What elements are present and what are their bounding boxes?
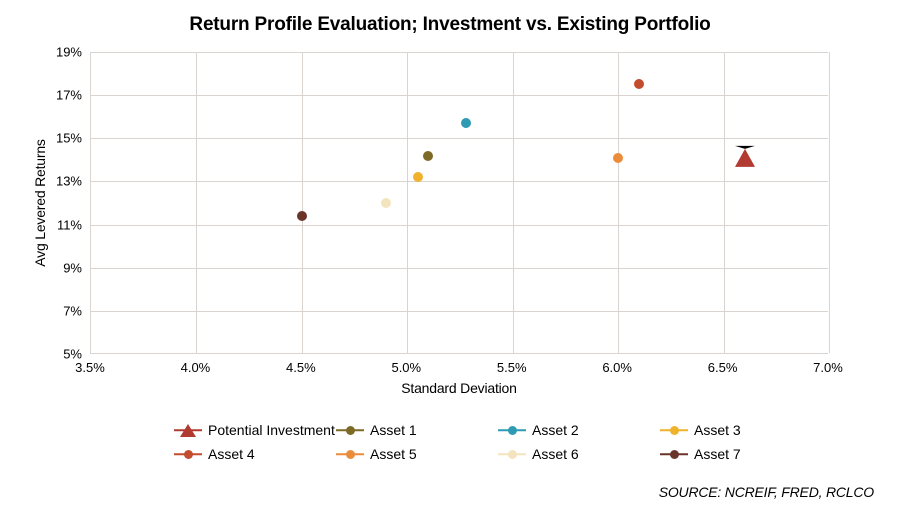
legend-marker-circle	[174, 445, 202, 463]
x-tick-label: 6.0%	[602, 360, 632, 375]
legend-label: Asset 3	[694, 422, 741, 438]
gridline-horizontal	[91, 138, 828, 139]
legend-row: Potential Investment Asset 1 Asset 2 Asset …	[174, 418, 900, 442]
data-point-circle	[461, 118, 471, 128]
x-tick-label: 6.5%	[708, 360, 738, 375]
legend-item: Asset 1	[336, 418, 498, 442]
y-tick-label: 7%	[32, 303, 82, 318]
gridline-vertical	[302, 52, 303, 353]
legend-label: Asset 1	[370, 422, 417, 438]
legend-row: Asset 4 Asset 5 Asset 6 Asset 7	[174, 442, 900, 466]
legend-item: Asset 4	[174, 442, 336, 466]
x-tick-label: 4.0%	[181, 360, 211, 375]
data-point-circle	[634, 79, 644, 89]
legend: Potential Investment Asset 1 Asset 2 Asset …	[0, 418, 900, 466]
gridline-horizontal	[91, 52, 828, 53]
data-point-triangle	[735, 146, 755, 167]
gridline-vertical	[724, 52, 725, 353]
data-point-circle	[423, 151, 433, 161]
legend-label: Asset 4	[208, 446, 255, 462]
data-point-circle	[381, 198, 391, 208]
legend-label: Potential Investment	[208, 422, 335, 438]
gridline-vertical	[407, 52, 408, 353]
legend-marker-circle	[660, 421, 688, 439]
gridline-vertical	[618, 52, 619, 353]
chart-root: Return Profile Evaluation; Investment vs…	[0, 0, 900, 514]
gridline-horizontal	[91, 181, 828, 182]
x-axis-label: Standard Deviation	[90, 380, 828, 396]
legend-marker-circle	[660, 445, 688, 463]
legend-marker-circle	[336, 445, 364, 463]
legend-item: Asset 3	[660, 418, 822, 442]
legend-item: Asset 6	[498, 442, 660, 466]
data-point-circle	[613, 153, 623, 163]
legend-item: Asset 2	[498, 418, 660, 442]
gridline-vertical	[513, 52, 514, 353]
legend-item: Potential Investment	[174, 418, 336, 442]
gridline-vertical	[196, 52, 197, 353]
gridline-vertical	[829, 52, 830, 353]
source-text: SOURCE: NCREIF, FRED, RCLCO	[659, 484, 874, 500]
chart-title: Return Profile Evaluation; Investment vs…	[0, 14, 900, 36]
x-tick-label: 5.0%	[391, 360, 421, 375]
x-tick-label: 4.5%	[286, 360, 316, 375]
gridline-horizontal	[91, 268, 828, 269]
plot-area	[90, 52, 828, 354]
y-axis-label: Avg Levered Returns	[32, 139, 48, 266]
legend-marker-circle	[336, 421, 364, 439]
x-tick-label: 3.5%	[75, 360, 105, 375]
gridline-horizontal	[91, 225, 828, 226]
legend-marker-triangle	[174, 421, 202, 439]
y-tick-label: 19%	[32, 45, 82, 60]
legend-item: Asset 7	[660, 442, 822, 466]
data-point-circle	[297, 211, 307, 221]
legend-label: Asset 6	[532, 446, 579, 462]
gridline-horizontal	[91, 311, 828, 312]
x-tick-label: 5.5%	[497, 360, 527, 375]
legend-label: Asset 5	[370, 446, 417, 462]
legend-label: Asset 7	[694, 446, 741, 462]
data-point-circle	[413, 172, 423, 182]
y-tick-label: 17%	[32, 88, 82, 103]
legend-marker-circle	[498, 445, 526, 463]
legend-marker-circle	[498, 421, 526, 439]
x-tick-label: 7.0%	[813, 360, 843, 375]
legend-label: Asset 2	[532, 422, 579, 438]
legend-item: Asset 5	[336, 442, 498, 466]
gridline-horizontal	[91, 95, 828, 96]
